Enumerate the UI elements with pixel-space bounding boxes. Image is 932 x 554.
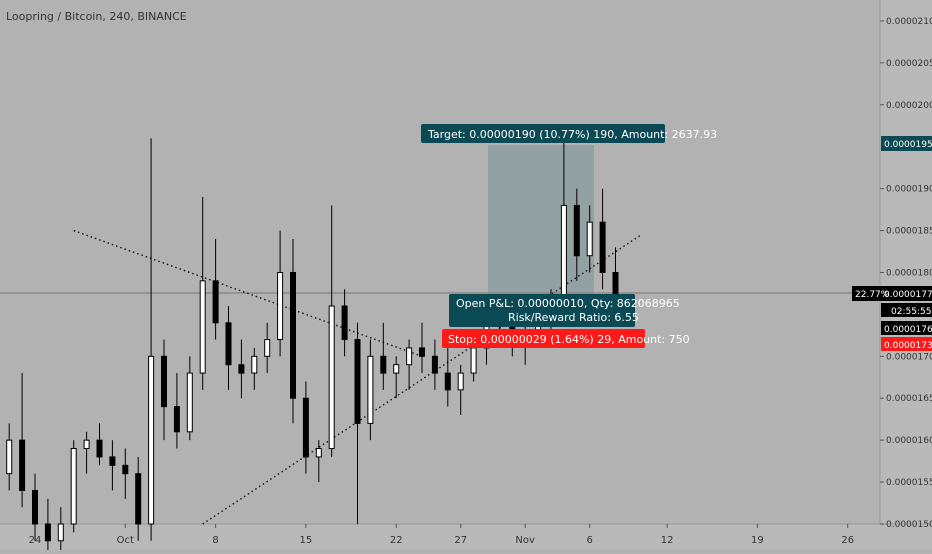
time-tick-label: 19 <box>751 535 764 546</box>
time-tick-label: Nov <box>515 535 535 546</box>
candle <box>6 423 13 491</box>
time-tick-label: 15 <box>300 535 313 546</box>
candle <box>109 440 116 491</box>
candle <box>32 473 38 541</box>
candle <box>290 238 296 424</box>
candle <box>264 322 271 374</box>
price-axis-panel[interactable] <box>880 0 932 524</box>
candle <box>457 364 464 416</box>
svg-text:0.00001774: 0.00001774 <box>884 290 932 300</box>
svg-text:0.00001764: 0.00001764 <box>884 325 932 335</box>
candle <box>341 289 348 357</box>
candle <box>599 188 606 290</box>
time-tick-label: 12 <box>661 535 674 546</box>
candle <box>251 347 258 390</box>
pnl-label[interactable]: Open P&L: 0.00000010, Qty: 862068965 Ris… <box>449 294 680 327</box>
candle <box>328 205 335 457</box>
candle <box>122 448 129 499</box>
target-label[interactable]: Target: 0.00000190 (10.77%) 190, Amount:… <box>421 124 717 143</box>
candle <box>161 339 167 441</box>
chart-background <box>0 0 880 524</box>
candle <box>406 339 413 390</box>
svg-text:0.00001954: 0.00001954 <box>884 140 932 150</box>
time-axis-panel[interactable] <box>0 524 932 550</box>
candle <box>354 322 361 524</box>
stop-price-tag: 0.00001735 <box>881 337 932 351</box>
candle <box>419 322 425 374</box>
current-price-tag: 22.77% 0.00001774 <box>852 286 932 301</box>
candle <box>83 431 90 474</box>
time-tick-label: 22 <box>390 535 403 546</box>
time-tick-label: 8 <box>212 535 218 546</box>
candle <box>431 339 438 390</box>
entry-price-tag: 0.00001764 <box>881 321 932 335</box>
countdown-tag: 02:55:55 <box>881 303 932 317</box>
candle <box>19 373 26 508</box>
candle <box>573 188 580 281</box>
candle <box>315 440 322 483</box>
svg-text:0.00001735: 0.00001735 <box>884 341 932 351</box>
candle <box>148 138 155 541</box>
candle <box>173 373 180 449</box>
candle <box>393 356 400 399</box>
target-price-tag: 0.00001954 <box>881 136 932 151</box>
stop-label[interactable]: Stop: 0.00000029 (1.64%) 29, Amount: 750 <box>442 329 690 348</box>
price-tick-label: 0.00001500 <box>886 520 932 530</box>
candles <box>6 138 619 554</box>
candle <box>70 440 77 533</box>
time-tick-label: 27 <box>454 535 467 546</box>
candle <box>586 205 593 273</box>
candle <box>44 498 51 554</box>
candle <box>96 423 103 466</box>
target-label-text: Target: 0.00000190 (10.77%) 190, Amount:… <box>427 128 717 141</box>
candle <box>186 356 193 441</box>
chart-title: Loopring / Bitcoin, 240, BINANCE <box>6 10 187 23</box>
candle <box>238 339 245 399</box>
trendline-2[interactable] <box>202 234 642 525</box>
candle <box>212 238 219 340</box>
trendline-1[interactable] <box>73 229 423 357</box>
candle <box>367 339 374 441</box>
time-tick-label: Oct <box>117 535 134 546</box>
time-tick-label: 6 <box>587 535 593 546</box>
candle <box>277 230 284 357</box>
candle <box>199 197 206 390</box>
candle <box>225 306 232 390</box>
rr-label-text: Risk/Reward Ratio: 6.55 <box>508 311 639 324</box>
candle <box>135 456 142 541</box>
candle <box>57 507 64 554</box>
pnl-label-text: Open P&L: 0.00000010, Qty: 862068965 <box>456 297 680 310</box>
candle <box>444 347 451 407</box>
trendlines[interactable] <box>73 229 642 525</box>
candle <box>302 381 309 474</box>
svg-text:02:55:55: 02:55:55 <box>891 307 931 317</box>
stop-label-text: Stop: 0.00000029 (1.64%) 29, Amount: 750 <box>448 333 690 346</box>
time-tick-label: 26 <box>841 535 854 546</box>
candle <box>380 322 387 390</box>
svg-text:22.77%: 22.77% <box>855 290 890 300</box>
